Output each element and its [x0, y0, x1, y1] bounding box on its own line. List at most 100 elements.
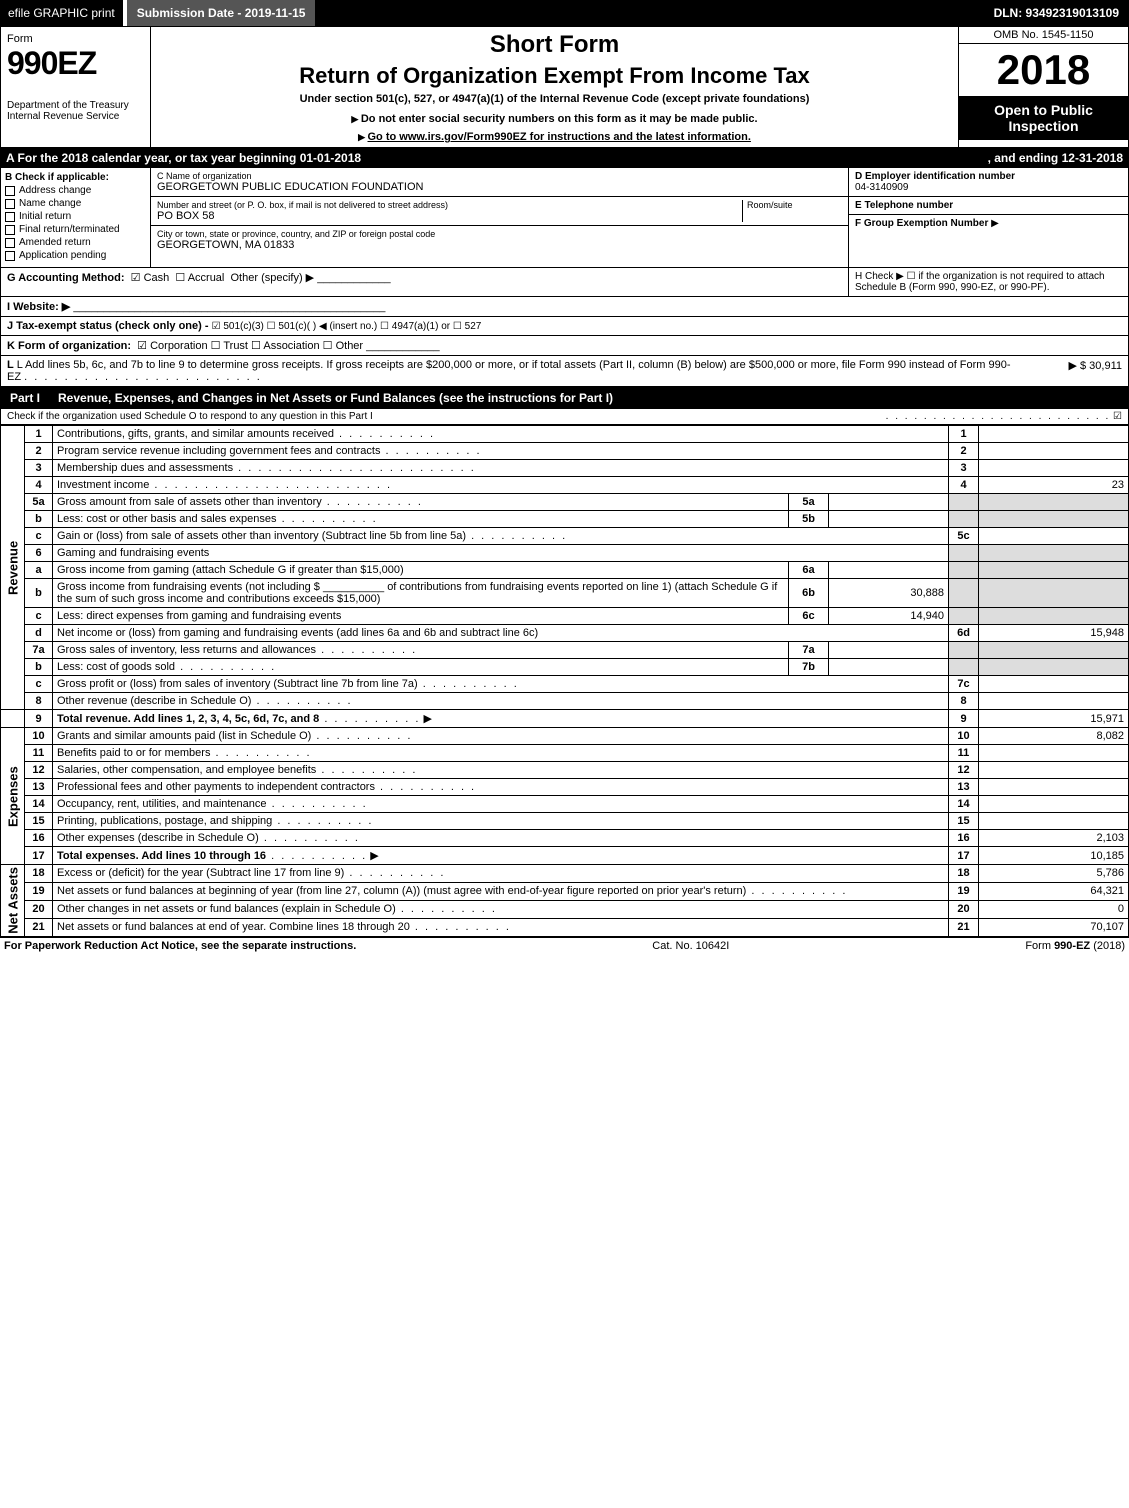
- line-num: 9: [25, 710, 53, 728]
- chk-final-return[interactable]: Final return/terminated: [5, 224, 146, 235]
- line-num: c: [25, 528, 53, 545]
- sub-value: [829, 494, 949, 511]
- part-1-badge: Part I: [0, 389, 50, 407]
- goto-link-text: Go to www.irs.gov/Form990EZ for instruct…: [368, 131, 751, 143]
- line-ref: 20: [949, 900, 979, 918]
- table-row: c Less: direct expenses from gaming and …: [1, 608, 1129, 625]
- city-cell: City or town, state or province, country…: [151, 226, 848, 254]
- line-value: 23: [979, 477, 1129, 494]
- line-desc: Less: direct expenses from gaming and fu…: [53, 608, 789, 625]
- chk-label: Application pending: [19, 250, 106, 261]
- line-num: 5a: [25, 494, 53, 511]
- period-spacer: [361, 151, 988, 165]
- j-label: J Tax-exempt status (check only one) -: [7, 320, 212, 332]
- submission-date-button[interactable]: Submission Date - 2019-11-15: [127, 0, 316, 26]
- check-o-text: Check if the organization used Schedule …: [7, 411, 886, 422]
- line-desc: Membership dues and assessments: [57, 462, 233, 474]
- g-cash[interactable]: Cash: [144, 272, 170, 284]
- d-label: D Employer identification number: [855, 171, 1122, 182]
- f-label: F Group Exemption Number: [855, 218, 988, 229]
- line-value: 10,185: [979, 847, 1129, 865]
- line-desc: Other revenue (describe in Schedule O): [57, 695, 251, 707]
- room-label: Room/suite: [747, 200, 842, 210]
- g-label: G Accounting Method:: [7, 272, 125, 284]
- g-accrual[interactable]: Accrual: [188, 272, 225, 284]
- line-desc: Contributions, gifts, grants, and simila…: [57, 428, 334, 440]
- checkbox-icon: [5, 225, 15, 235]
- checkbox-icon: [5, 186, 15, 196]
- table-row: 6 Gaming and fundraising events: [1, 545, 1129, 562]
- table-row: 14 Occupancy, rent, utilities, and maint…: [1, 796, 1129, 813]
- part-1-title: Revenue, Expenses, and Changes in Net As…: [58, 391, 613, 405]
- line-desc: Occupancy, rent, utilities, and maintena…: [57, 798, 267, 810]
- check-o-row: Check if the organization used Schedule …: [0, 409, 1129, 425]
- sub-value: [829, 659, 949, 676]
- chk-label: Final return/terminated: [19, 224, 120, 235]
- table-row: 4 Investment income 4 23: [1, 477, 1129, 494]
- line-desc: Gross income from gaming (attach Schedul…: [53, 562, 789, 579]
- table-row: 15 Printing, publications, postage, and …: [1, 813, 1129, 830]
- page-footer: For Paperwork Reduction Act Notice, see …: [0, 937, 1129, 954]
- dept-treasury: Department of the Treasury: [7, 100, 144, 111]
- checkbox-column: B Check if applicable: Address change Na…: [1, 168, 151, 267]
- line-num: 13: [25, 779, 53, 796]
- line-ref: 7c: [949, 676, 979, 693]
- f-arrow: ▶: [991, 218, 999, 229]
- table-row: 20 Other changes in net assets or fund b…: [1, 900, 1129, 918]
- g-other[interactable]: Other (specify) ▶: [231, 272, 315, 284]
- chk-name-change[interactable]: Name change: [5, 198, 146, 209]
- subtitle: Under section 501(c), 527, or 4947(a)(1)…: [159, 93, 950, 105]
- period-mid: , and ending: [988, 151, 1059, 165]
- goto-link[interactable]: Go to www.irs.gov/Form990EZ for instruct…: [159, 131, 950, 143]
- line-desc: Other changes in net assets or fund bala…: [57, 903, 396, 915]
- chk-amended-return[interactable]: Amended return: [5, 237, 146, 248]
- e-label: E Telephone number: [855, 200, 1122, 211]
- efile-print-button[interactable]: efile GRAPHIC print: [0, 0, 123, 26]
- line-l: L L Add lines 5b, 6c, and 7b to line 9 t…: [0, 356, 1129, 387]
- line-ref: 2: [949, 443, 979, 460]
- sub-num: 6b: [789, 579, 829, 608]
- line-num: 4: [25, 477, 53, 494]
- chk-address-change[interactable]: Address change: [5, 185, 146, 196]
- chk-application-pending[interactable]: Application pending: [5, 250, 146, 261]
- line-ref: 9: [949, 710, 979, 728]
- line-ref: 19: [949, 882, 979, 900]
- header-right-block: OMB No. 1545-1150 2018 Open to Public In…: [958, 27, 1128, 147]
- line-num: b: [25, 659, 53, 676]
- h-schedule-b: H Check ▶ ☐ if the organization is not r…: [848, 268, 1128, 296]
- checkbox-icon: [5, 238, 15, 248]
- line-num: 19: [25, 882, 53, 900]
- table-row: c Gain or (loss) from sale of assets oth…: [1, 528, 1129, 545]
- line-desc: Total revenue. Add lines 1, 2, 3, 4, 5c,…: [57, 713, 319, 725]
- c-label: C Name of organization: [157, 171, 842, 181]
- phone-cell: E Telephone number: [849, 197, 1128, 215]
- line-desc: Professional fees and other payments to …: [57, 781, 375, 793]
- table-row: 13 Professional fees and other payments …: [1, 779, 1129, 796]
- line-desc: Benefits paid to or for members: [57, 747, 210, 759]
- j-options[interactable]: ☑ 501(c)(3) ☐ 501(c)( ) ◀ (insert no.) ☐…: [212, 321, 482, 332]
- line-desc: Grants and similar amounts paid (list in…: [57, 730, 311, 742]
- table-row: b Less: cost or other basis and sales ex…: [1, 511, 1129, 528]
- table-row: Net Assets 18 Excess or (deficit) for th…: [1, 865, 1129, 883]
- tax-year: 2018: [959, 44, 1128, 96]
- line-num: 8: [25, 693, 53, 710]
- table-row: a Gross income from gaming (attach Sched…: [1, 562, 1129, 579]
- table-row: 16 Other expenses (describe in Schedule …: [1, 830, 1129, 847]
- line-num: 11: [25, 745, 53, 762]
- line-value: 2,103: [979, 830, 1129, 847]
- k-options[interactable]: ☑ Corporation ☐ Trust ☐ Association ☐ Ot…: [137, 340, 363, 352]
- sub-value: 30,888: [829, 579, 949, 608]
- ein-value: 04-3140909: [855, 182, 1122, 193]
- table-row: 12 Salaries, other compensation, and emp…: [1, 762, 1129, 779]
- line-num: c: [25, 608, 53, 625]
- line-k: K Form of organization: ☑ Corporation ☐ …: [0, 336, 1129, 356]
- netassets-side-label: Net Assets: [1, 865, 25, 937]
- street-cell: Number and street (or P. O. box, if mail…: [151, 197, 848, 226]
- header-left-block: Form 990EZ Department of the Treasury In…: [1, 27, 151, 147]
- line-value: [979, 528, 1129, 545]
- chk-initial-return[interactable]: Initial return: [5, 211, 146, 222]
- table-row: Revenue 1 Contributions, gifts, grants, …: [1, 426, 1129, 443]
- city-label: City or town, state or province, country…: [157, 229, 842, 239]
- line-value: 70,107: [979, 918, 1129, 936]
- sub-num: 6c: [789, 608, 829, 625]
